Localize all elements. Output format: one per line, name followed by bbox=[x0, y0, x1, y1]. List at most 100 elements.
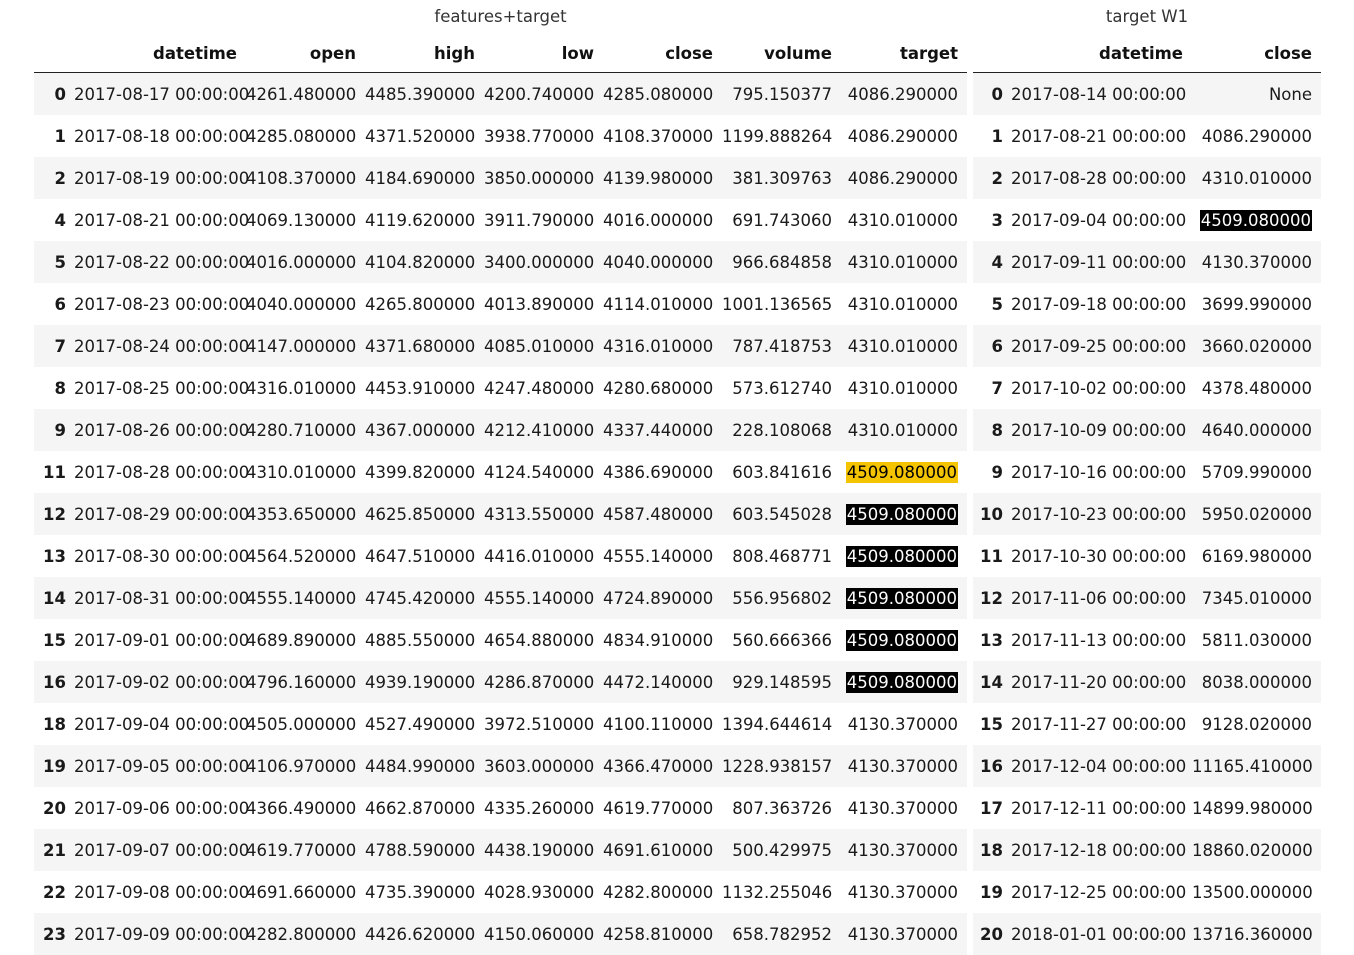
cell-close: 4472.140000 bbox=[603, 661, 722, 703]
cell-open: 4564.520000 bbox=[246, 535, 365, 577]
cell-open: 4280.710000 bbox=[246, 409, 365, 451]
cell-target: 4509.080000 bbox=[841, 493, 967, 535]
row-index: 11 bbox=[34, 451, 74, 493]
cell-close: 4114.010000 bbox=[603, 283, 722, 325]
cell-datetime: 2017-09-04 00:00:00 bbox=[1011, 199, 1192, 241]
cell-datetime: 2017-12-25 00:00:00 bbox=[1011, 871, 1192, 913]
cell-target: 4310.010000 bbox=[841, 241, 967, 283]
row-index: 3 bbox=[973, 199, 1011, 241]
cell-close: 4310.010000 bbox=[1192, 157, 1321, 199]
cell-datetime: 2017-08-22 00:00:00 bbox=[74, 241, 246, 283]
cell-close: 4086.290000 bbox=[1192, 115, 1321, 157]
cell-target: 4310.010000 bbox=[841, 325, 967, 367]
cell-close: 4040.000000 bbox=[603, 241, 722, 283]
row-index: 16 bbox=[34, 661, 74, 703]
cell-datetime: 2017-08-26 00:00:00 bbox=[74, 409, 246, 451]
cell-datetime: 2017-12-04 00:00:00 bbox=[1011, 745, 1192, 787]
row-index: 12 bbox=[973, 577, 1011, 619]
cell-datetime: 2017-09-09 00:00:00 bbox=[74, 913, 246, 955]
cell-high: 4184.690000 bbox=[365, 157, 484, 199]
cell-close: 4285.080000 bbox=[603, 73, 722, 116]
cell-close: 4834.910000 bbox=[603, 619, 722, 661]
cell-datetime: 2017-08-28 00:00:00 bbox=[1011, 157, 1192, 199]
cell-high: 4119.620000 bbox=[365, 199, 484, 241]
cell-low: 4654.880000 bbox=[484, 619, 603, 661]
cell-open: 4691.660000 bbox=[246, 871, 365, 913]
cell-volume: 603.841616 bbox=[722, 451, 841, 493]
row-index: 19 bbox=[973, 871, 1011, 913]
row-index: 18 bbox=[973, 829, 1011, 871]
cell-low: 4085.010000 bbox=[484, 325, 603, 367]
row-index: 13 bbox=[34, 535, 74, 577]
row-index: 8 bbox=[973, 409, 1011, 451]
cell-high: 4939.190000 bbox=[365, 661, 484, 703]
cell-target: 4086.290000 bbox=[841, 115, 967, 157]
cell-target: 4310.010000 bbox=[841, 199, 967, 241]
cell-high: 4371.680000 bbox=[365, 325, 484, 367]
cell-volume: 1001.136565 bbox=[722, 283, 841, 325]
cell-open: 4366.490000 bbox=[246, 787, 365, 829]
cell-close: 4258.810000 bbox=[603, 913, 722, 955]
cell-close: 7345.010000 bbox=[1192, 577, 1321, 619]
cell-volume: 500.429975 bbox=[722, 829, 841, 871]
cell-datetime: 2017-12-18 00:00:00 bbox=[1011, 829, 1192, 871]
cell-volume: 603.545028 bbox=[722, 493, 841, 535]
cell-low: 4212.410000 bbox=[484, 409, 603, 451]
column-header-close: close bbox=[603, 34, 722, 73]
cell-close: 4691.610000 bbox=[603, 829, 722, 871]
column-header-datetime: datetime bbox=[1011, 34, 1192, 73]
cell-close: 4130.370000 bbox=[1192, 241, 1321, 283]
cell-low: 3400.000000 bbox=[484, 241, 603, 283]
cell-volume: 929.148595 bbox=[722, 661, 841, 703]
cell-volume: 787.418753 bbox=[722, 325, 841, 367]
cell-high: 4527.490000 bbox=[365, 703, 484, 745]
cell-high: 4662.870000 bbox=[365, 787, 484, 829]
cell-datetime: 2017-08-23 00:00:00 bbox=[74, 283, 246, 325]
row-index: 23 bbox=[34, 913, 74, 955]
cell-high: 4367.000000 bbox=[365, 409, 484, 451]
row-index: 2 bbox=[973, 157, 1011, 199]
cell-high: 4399.820000 bbox=[365, 451, 484, 493]
row-index: 20 bbox=[34, 787, 74, 829]
cell-close: 4366.470000 bbox=[603, 745, 722, 787]
cell-low: 3972.510000 bbox=[484, 703, 603, 745]
cell-datetime: 2017-09-08 00:00:00 bbox=[74, 871, 246, 913]
cell-datetime: 2017-10-09 00:00:00 bbox=[1011, 409, 1192, 451]
cell-open: 4261.480000 bbox=[246, 73, 365, 116]
cell-close: 4509.080000 bbox=[1192, 199, 1321, 241]
cell-target: 4086.290000 bbox=[841, 157, 967, 199]
row-index: 1 bbox=[34, 115, 74, 157]
table-caption: features+target bbox=[34, 0, 967, 34]
row-index: 0 bbox=[34, 73, 74, 116]
row-index: 14 bbox=[34, 577, 74, 619]
cell-close: 4587.480000 bbox=[603, 493, 722, 535]
cell-datetime: 2017-08-19 00:00:00 bbox=[74, 157, 246, 199]
row-index: 18 bbox=[34, 703, 74, 745]
cell-close: 4139.980000 bbox=[603, 157, 722, 199]
cell-target: 4310.010000 bbox=[841, 409, 967, 451]
cell-high: 4453.910000 bbox=[365, 367, 484, 409]
cell-volume: 808.468771 bbox=[722, 535, 841, 577]
cell-low: 4150.060000 bbox=[484, 913, 603, 955]
cell-datetime: 2017-10-02 00:00:00 bbox=[1011, 367, 1192, 409]
cell-datetime: 2017-08-14 00:00:00 bbox=[1011, 73, 1192, 116]
